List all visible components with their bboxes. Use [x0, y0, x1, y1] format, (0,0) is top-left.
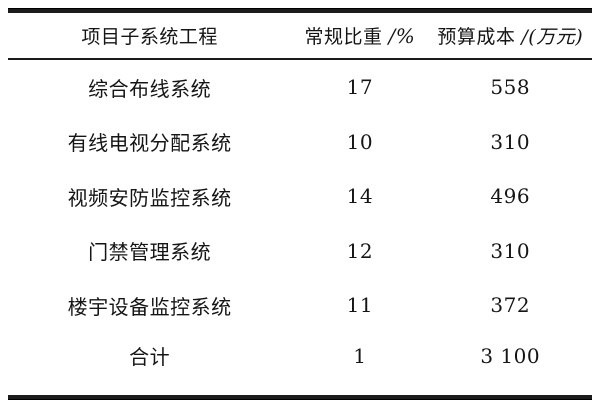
column-header-ratio-label: 常规比重 [304, 26, 383, 48]
column-header-ratio: 常规比重/% [291, 13, 428, 58]
table-row: 楼宇设备监控系统 11 372 [8, 278, 592, 333]
cell-cost-value: 310 [490, 238, 531, 263]
table-bottom-rule [8, 395, 592, 400]
cell-total-cost: 3 100 [480, 343, 541, 368]
table-header-rule [8, 58, 592, 60]
cell-subsystem-name: 楼宇设备监控系统 [67, 294, 232, 319]
table-row: 综合布线系统 17 558 [8, 60, 592, 115]
column-header-subsystem-label: 项目子系统工程 [81, 26, 218, 48]
cell-cost-value: 496 [490, 184, 531, 209]
budget-table-body: 综合布线系统 17 558 有线电视分配系统 10 310 视频安防监控系统 1… [8, 60, 592, 379]
cell-total-label: 合计 [129, 345, 171, 369]
cell-ratio-value: 11 [346, 293, 374, 318]
column-header-cost-unit: /(万元) [521, 26, 584, 48]
column-header-cost-label: 预算成本 [437, 26, 516, 48]
table-total-row: 合计 1 3 100 [8, 333, 592, 379]
cell-ratio-value: 10 [346, 129, 374, 154]
column-header-subsystem: 项目子系统工程 [8, 13, 291, 58]
cell-subsystem-name: 门禁管理系统 [88, 240, 212, 265]
table-top-rule [8, 8, 592, 13]
cell-ratio-value: 12 [346, 238, 374, 263]
cell-cost-value: 558 [490, 75, 531, 100]
cell-subsystem-name: 综合布线系统 [88, 76, 212, 101]
table-body: 综合布线系统 17 558 有线电视分配系统 10 310 视频安防监控系统 1… [8, 60, 592, 379]
cell-subsystem-name: 视频安防监控系统 [67, 185, 232, 210]
column-header-cost: 预算成本/(万元) [428, 13, 592, 58]
table-row: 门禁管理系统 12 310 [8, 224, 592, 279]
cell-total-ratio: 1 [353, 343, 367, 368]
table-header: 项目子系统工程 常规比重/% 预算成本/(万元) [8, 13, 592, 58]
table-bottom-spacer [8, 379, 592, 396]
table-row: 视频安防监控系统 14 496 [8, 169, 592, 224]
cell-cost-value: 372 [490, 293, 531, 318]
cell-ratio-value: 14 [346, 184, 374, 209]
column-header-ratio-unit: /% [388, 24, 416, 48]
cell-cost-value: 310 [490, 129, 531, 154]
cell-subsystem-name: 有线电视分配系统 [67, 131, 232, 156]
cell-ratio-value: 17 [346, 75, 374, 100]
header-row: 项目子系统工程 常规比重/% 预算成本/(万元) [8, 13, 592, 58]
budget-table: 项目子系统工程 常规比重/% 预算成本/(万元) [8, 13, 592, 58]
table-row: 有线电视分配系统 10 310 [8, 115, 592, 170]
